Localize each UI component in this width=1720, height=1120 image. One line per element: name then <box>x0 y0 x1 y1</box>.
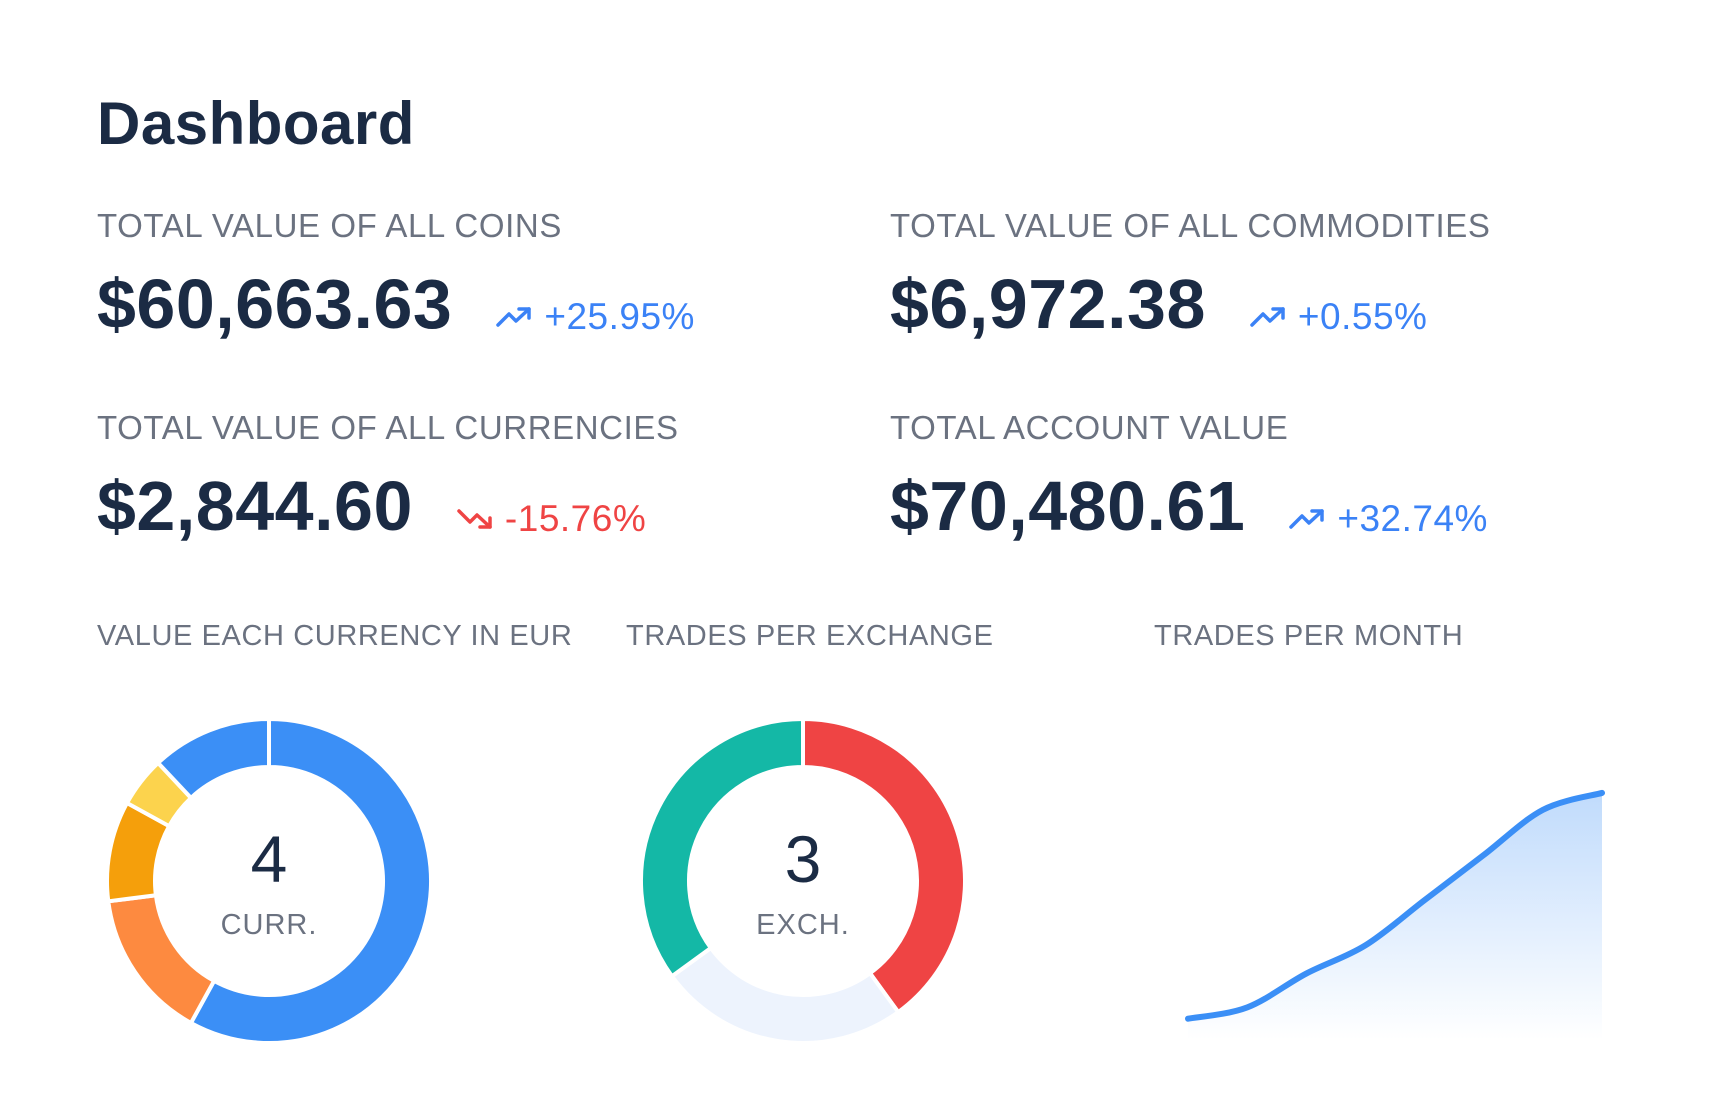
exchange-donut-svg <box>639 716 967 1045</box>
metric-label: TOTAL VALUE OF ALL COINS <box>97 207 562 244</box>
metric-account: TOTAL ACCOUNT VALUE $70,480.61 +32.74% <box>890 408 1650 546</box>
currency-slice-0 <box>188 716 433 1045</box>
currency-slice-1 <box>106 893 217 1026</box>
metric-label: TOTAL VALUE OF ALL CURRENCIES <box>97 409 679 446</box>
exchange-donut-chart: 3 EXCH. <box>638 716 968 1046</box>
page-title: Dashboard <box>97 90 415 157</box>
trades-area-fill <box>1188 792 1602 1040</box>
trades-per-month-chart <box>1170 740 1620 1040</box>
metric-change-value: +32.74% <box>1337 498 1488 539</box>
exchange-slice-2 <box>639 716 805 980</box>
metric-commodities: TOTAL VALUE OF ALL COMMODITIES $6,972.38… <box>890 206 1650 344</box>
chart-title-currencies: VALUE EACH CURRENCY IN EUR <box>97 620 573 652</box>
chart-title-months: TRADES PER MONTH <box>1154 620 1464 652</box>
metric-change-value: +0.55% <box>1297 296 1428 337</box>
metric-change: +0.55% <box>1250 296 1428 338</box>
exchange-slice-0 <box>801 716 967 1015</box>
metric-change-value: -15.76% <box>504 498 647 539</box>
metric-value: $6,972.38 <box>890 265 1206 343</box>
currency-donut-chart: 4 CURR. <box>104 716 434 1046</box>
trending-up-icon <box>1289 509 1325 529</box>
trades-series-line <box>1185 789 1605 1022</box>
currency-donut-svg <box>105 716 433 1045</box>
exchange-slice-1 <box>669 945 902 1045</box>
metric-value: $2,844.60 <box>97 467 413 545</box>
metric-currencies: TOTAL VALUE OF ALL CURRENCIES $2,844.60 … <box>97 408 857 546</box>
metric-change-value: +25.95% <box>544 296 695 337</box>
metric-change: -15.76% <box>457 498 646 540</box>
trending-up-icon <box>1250 307 1285 327</box>
metric-value: $60,663.63 <box>97 265 453 343</box>
metric-change: +25.95% <box>496 296 695 338</box>
metric-value: $70,480.61 <box>890 467 1246 545</box>
trending-up-icon <box>496 307 532 327</box>
trending-down-icon <box>457 509 492 529</box>
metric-label: TOTAL ACCOUNT VALUE <box>890 409 1289 446</box>
chart-title-exchanges: TRADES PER EXCHANGE <box>626 620 994 652</box>
currency-slice-4 <box>155 716 271 801</box>
metric-change: +32.74% <box>1289 498 1488 540</box>
metric-label: TOTAL VALUE OF ALL COMMODITIES <box>890 207 1491 244</box>
metric-coins: TOTAL VALUE OF ALL COINS $60,663.63 +25.… <box>97 206 857 344</box>
trades-area-svg <box>1185 789 1605 1040</box>
